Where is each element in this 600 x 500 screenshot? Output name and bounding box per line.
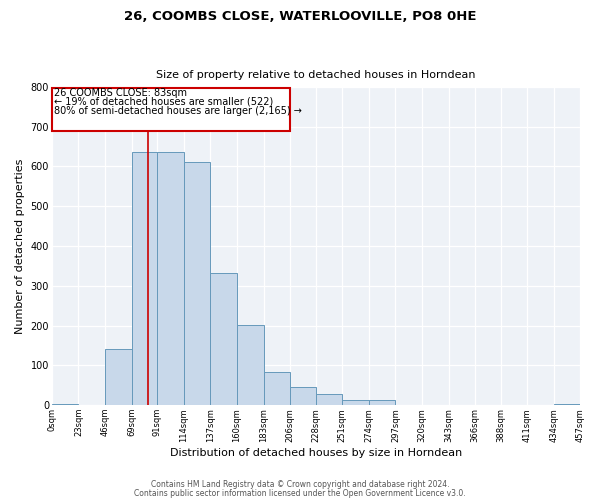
Bar	[105, 348, 131, 405]
Text: Contains HM Land Registry data © Crown copyright and database right 2024.: Contains HM Land Registry data © Crown c…	[151, 480, 449, 489]
Bar	[157, 152, 184, 405]
Y-axis label: Number of detached properties: Number of detached properties	[15, 158, 25, 334]
Bar	[131, 152, 157, 405]
Bar	[211, 272, 237, 405]
Bar	[316, 394, 342, 405]
Bar	[237, 325, 263, 405]
Bar	[342, 400, 369, 405]
Bar	[369, 400, 395, 405]
Text: 80% of semi-detached houses are larger (2,165) →: 80% of semi-detached houses are larger (…	[54, 106, 302, 116]
Bar	[554, 404, 580, 405]
Text: Contains public sector information licensed under the Open Government Licence v3: Contains public sector information licen…	[134, 489, 466, 498]
Bar	[263, 372, 290, 405]
Text: 26, COOMBS CLOSE, WATERLOOVILLE, PO8 0HE: 26, COOMBS CLOSE, WATERLOOVILLE, PO8 0HE	[124, 10, 476, 23]
Bar	[184, 162, 211, 405]
Text: ← 19% of detached houses are smaller (522): ← 19% of detached houses are smaller (52…	[54, 97, 274, 107]
Bar	[290, 387, 316, 405]
Bar	[52, 404, 79, 405]
X-axis label: Distribution of detached houses by size in Horndean: Distribution of detached houses by size …	[170, 448, 462, 458]
Text: 26 COOMBS CLOSE: 83sqm: 26 COOMBS CLOSE: 83sqm	[54, 88, 187, 98]
Bar	[52, 88, 290, 130]
Title: Size of property relative to detached houses in Horndean: Size of property relative to detached ho…	[157, 70, 476, 81]
